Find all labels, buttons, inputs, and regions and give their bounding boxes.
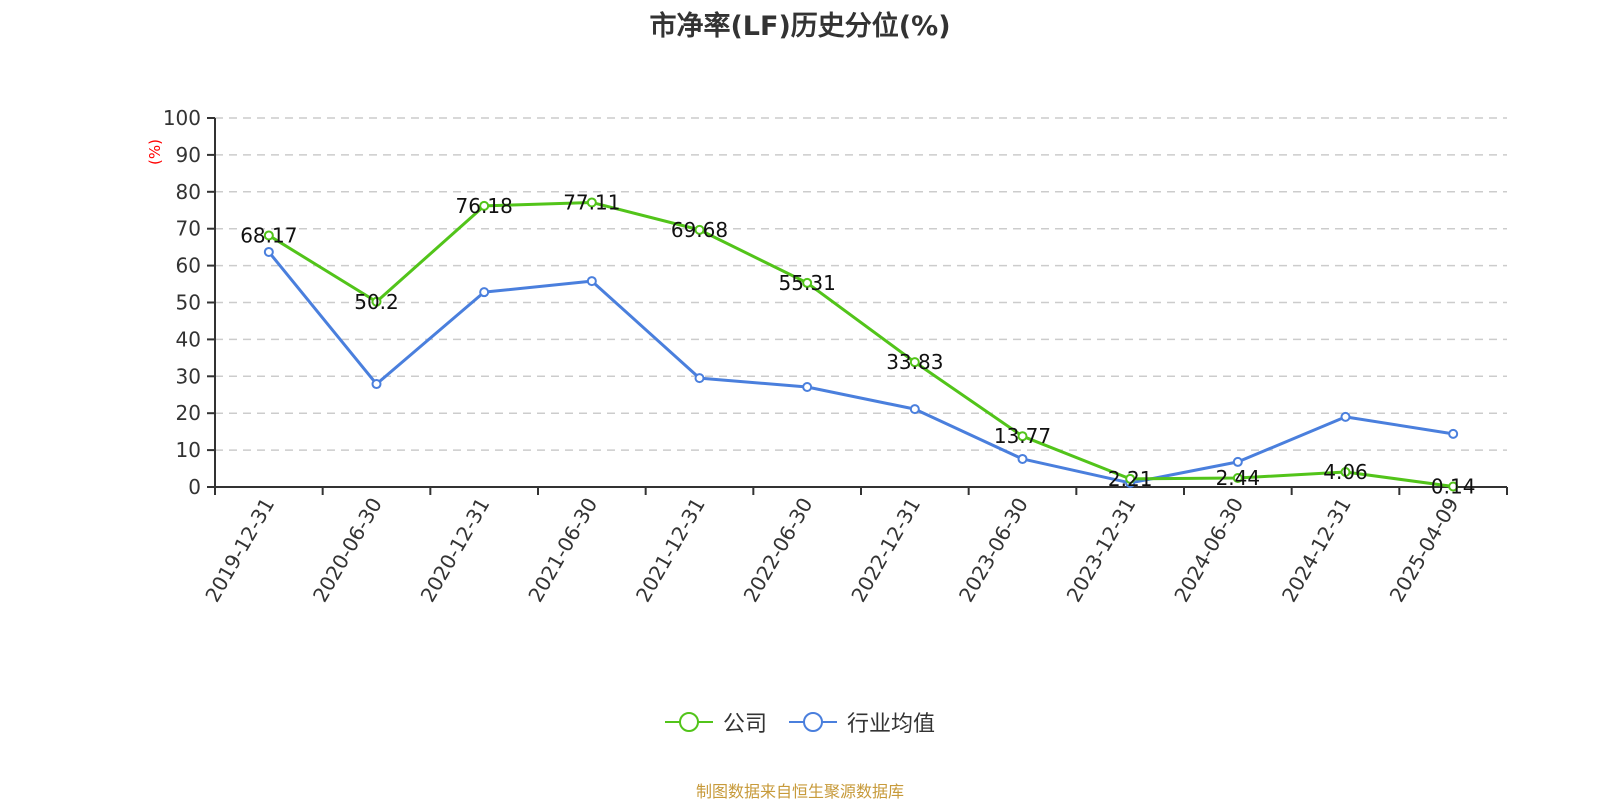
svg-text:77.11: 77.11	[563, 190, 620, 214]
svg-text:2021-12-31: 2021-12-31	[631, 494, 710, 607]
svg-text:2024-12-31: 2024-12-31	[1277, 494, 1356, 607]
svg-text:60: 60	[176, 254, 201, 278]
svg-text:2020-12-31: 2020-12-31	[416, 494, 495, 607]
legend-label: 行业均值	[847, 712, 936, 737]
svg-text:0.14: 0.14	[1431, 474, 1476, 498]
svg-text:2023-12-31: 2023-12-31	[1062, 494, 1141, 607]
svg-text:80: 80	[176, 180, 201, 204]
legend-label: 公司	[722, 712, 767, 737]
svg-text:2.21: 2.21	[1108, 467, 1153, 491]
legend-line-circle-icon	[789, 712, 837, 732]
svg-text:2023-06-30: 2023-06-30	[954, 494, 1033, 607]
svg-text:55.31: 55.31	[779, 271, 836, 295]
legend: 公司 行业均值	[0, 706, 1600, 738]
svg-text:2019-12-31: 2019-12-31	[200, 494, 279, 607]
svg-text:(%): (%)	[146, 139, 164, 165]
svg-text:2024-06-30: 2024-06-30	[1169, 494, 1248, 607]
data-labels: 68.17 50.2 76.18 77.11 69.68 55.31 33.83 13.77 2…	[240, 190, 1475, 498]
svg-text:4.06: 4.06	[1323, 460, 1368, 484]
svg-text:30: 30	[176, 364, 201, 388]
svg-text:2025-04-09: 2025-04-09	[1385, 494, 1464, 607]
svg-text:2.44: 2.44	[1216, 466, 1261, 490]
svg-text:13.77: 13.77	[994, 424, 1051, 448]
svg-text:69.68: 69.68	[671, 218, 728, 242]
svg-text:76.18: 76.18	[456, 194, 513, 218]
svg-text:50.2: 50.2	[354, 290, 399, 314]
series-lines	[263, 197, 1459, 492]
svg-text:50: 50	[176, 291, 201, 315]
svg-text:70: 70	[176, 217, 201, 241]
svg-text:2020-06-30: 2020-06-30	[308, 494, 387, 607]
svg-text:2021-06-30: 2021-06-30	[523, 494, 602, 607]
svg-text:10: 10	[176, 438, 201, 462]
svg-text:20: 20	[176, 401, 201, 425]
data-source-note: 制图数据来自恒生聚源数据库	[695, 782, 904, 801]
legend-line-circle-icon	[664, 712, 713, 732]
svg-text:2022-06-30: 2022-06-30	[739, 494, 818, 607]
chart-title: 市净率(LF)历史分位(%)	[649, 11, 951, 42]
svg-text:33.83: 33.83	[886, 350, 943, 374]
svg-text:90: 90	[176, 143, 201, 167]
svg-text:2022-12-31: 2022-12-31	[846, 494, 925, 607]
legend-item-industry-average[interactable]: 行业均值	[789, 706, 935, 738]
svg-text:0: 0	[188, 475, 201, 499]
x-axis: 2019-12-31 2020-06-30 2020-12-31 2021-06-30…	[200, 486, 1508, 607]
svg-text:100: 100	[163, 106, 201, 130]
y-axis: 0 10 20 30 40 50 60 70 80 90 100 (%)	[146, 106, 216, 499]
legend-item-company[interactable]: 公司	[664, 706, 767, 738]
svg-text:40: 40	[176, 327, 201, 351]
grid-lines	[215, 117, 1507, 451]
svg-text:68.17: 68.17	[240, 223, 297, 247]
